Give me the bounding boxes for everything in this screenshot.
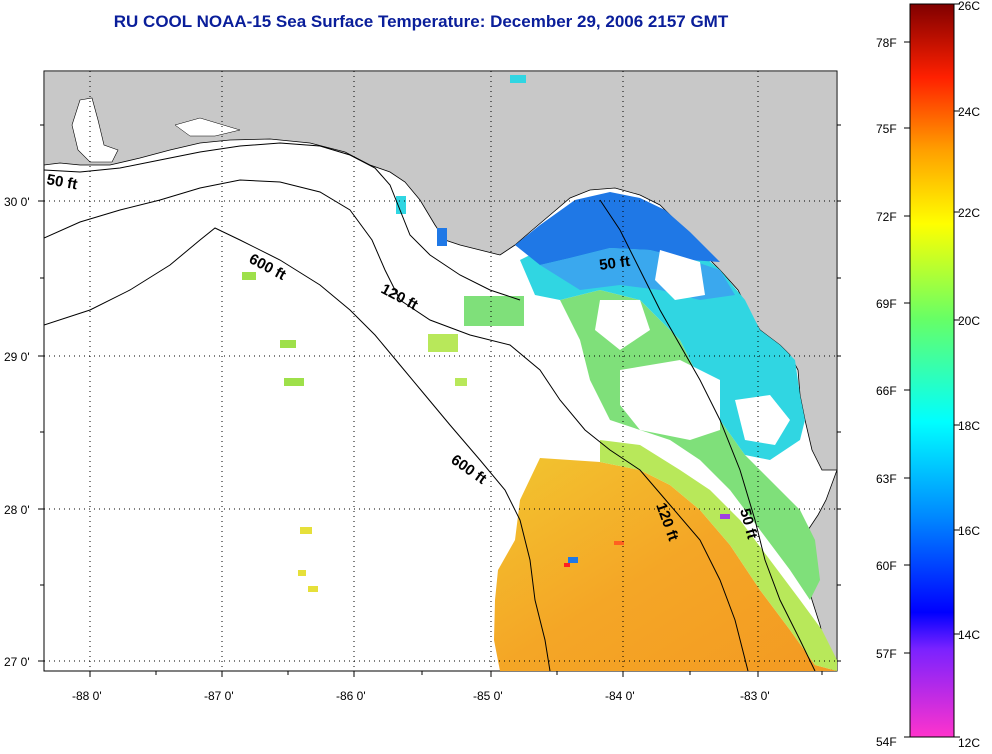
mobile-bay [71, 97, 119, 163]
depth-label-50ft-north: 50 ft [598, 253, 631, 274]
map-title: RU COOL NOAA-15 Sea Surface Temperature:… [113, 12, 729, 31]
celsius-label: 14C [958, 628, 980, 642]
contour-50ft-west [44, 142, 521, 301]
lon-label: -86 0' [336, 689, 366, 703]
lat-label: 30 0' [4, 195, 30, 209]
fahrenheit-label: 57F [876, 647, 897, 661]
sst-green-band [600, 440, 837, 671]
colorbar-gradient [909, 3, 955, 738]
celsius-label: 18C [958, 419, 980, 433]
sst-blue-region [515, 192, 720, 265]
depth-label-50ft-west: 50 ft [45, 171, 78, 193]
celsius-label: 22C [958, 206, 980, 220]
lat-label: 29 0' [4, 350, 30, 364]
lat-label: 27 0' [4, 655, 30, 669]
fahrenheit-label: 69F [876, 297, 897, 311]
celsius-label: 16C [958, 524, 980, 538]
contour-50ft-east [599, 199, 816, 671]
ticks [38, 124, 841, 677]
lon-label: -84 0' [605, 689, 635, 703]
contour-600ft [44, 227, 551, 671]
colorbar: 26C 24C 22C 20C 18C 16C 14C 12C 78F 75F … [876, 0, 980, 750]
sst-warm-region [494, 458, 837, 671]
graticule [44, 71, 837, 671]
fahrenheit-label: 66F [876, 384, 897, 398]
fahrenheit-label: 72F [876, 210, 897, 224]
celsius-label: 26C [958, 0, 980, 13]
fahrenheit-label: 78F [876, 36, 897, 50]
fahrenheit-label: 60F [876, 559, 897, 573]
contour-120ft [44, 179, 749, 671]
celsius-label: 24C [958, 105, 980, 119]
lat-label: 28 0' [4, 503, 30, 517]
lon-label: -88 0' [72, 689, 102, 703]
fahrenheit-label: 54F [876, 735, 897, 749]
lon-label: -85 0' [473, 689, 503, 703]
lon-label: -83 0' [740, 689, 770, 703]
fahrenheit-label: 63F [876, 472, 897, 486]
lon-label: -87 0' [204, 689, 234, 703]
fahrenheit-label: 75F [876, 122, 897, 136]
celsius-label: 12C [958, 736, 980, 750]
celsius-label: 20C [958, 314, 980, 328]
